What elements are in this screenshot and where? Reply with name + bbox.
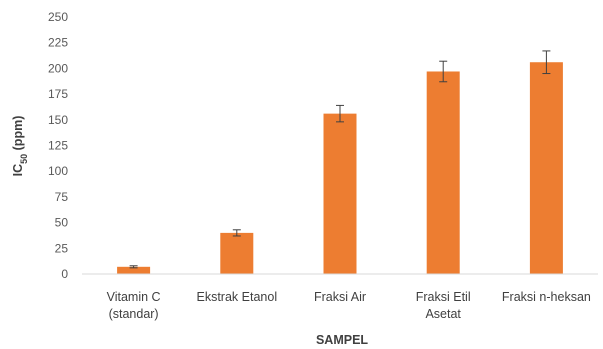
bar <box>529 62 563 275</box>
x-axis-title: SAMPEL <box>316 333 368 347</box>
y-tick-label: 225 <box>48 36 68 50</box>
error-bars <box>129 50 551 269</box>
y-tick-label: 250 <box>48 10 68 24</box>
y-tick-label: 75 <box>55 190 69 204</box>
category-label: Fraksi n-heksan <box>502 290 591 304</box>
bar <box>426 71 460 274</box>
y-tick-label: 25 <box>55 241 69 255</box>
bar <box>323 113 357 274</box>
bars <box>117 62 563 275</box>
error-bar <box>336 104 344 123</box>
category-label: Ekstrak Etanol <box>197 290 278 304</box>
category-label: Vitamin C (standar) <box>107 290 161 321</box>
y-tick-label: 125 <box>48 139 68 153</box>
error-bar <box>439 60 448 83</box>
y-tick-label: 50 <box>55 216 69 230</box>
y-tick-label: 150 <box>48 113 68 127</box>
y-tick-label: 175 <box>48 87 68 101</box>
y-tick-label: 100 <box>48 164 68 178</box>
error-bar <box>129 265 138 269</box>
y-tick-labels: 0 25 50 75 100 125 150 175 200 225 250 <box>48 10 68 281</box>
category-labels: Vitamin C (standar) Ekstrak Etanol Fraksi A… <box>107 290 591 321</box>
bar <box>220 232 254 274</box>
error-bar <box>232 229 241 237</box>
category-label: Fraksi Air <box>314 290 366 304</box>
y-tick-label: 0 <box>61 267 68 281</box>
y-axis-title: IC50 (ppm) <box>11 116 29 177</box>
category-label: Fraksi Etil Asetat <box>416 290 471 321</box>
bar <box>117 266 151 274</box>
y-tick-label: 200 <box>48 61 68 75</box>
error-bar <box>542 50 551 75</box>
